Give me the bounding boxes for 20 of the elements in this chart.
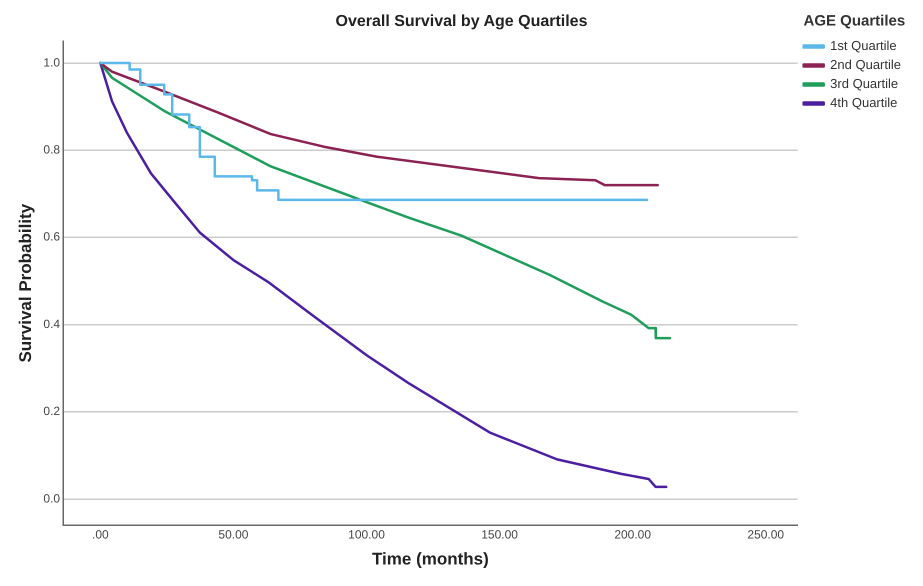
y-tick-label: 0.4 (43, 316, 60, 331)
legend-title: AGE Quartiles (803, 12, 906, 30)
x-tick-label: 100.00 (348, 528, 386, 542)
legend-label: 2nd Quartile (830, 57, 902, 72)
legend-label: 1st Quartile (830, 38, 897, 54)
x-tick-label: 250.00 (747, 528, 784, 542)
y-tick-label: 0.0 (43, 491, 60, 506)
legend-label: 3rd Quartile (830, 76, 898, 92)
y-tick-label: 0.2 (43, 404, 60, 418)
x-axis-title: Time (months) (372, 549, 489, 568)
legend-label: 4th Quartile (830, 95, 898, 110)
x-tick-label: 200.00 (614, 528, 652, 542)
x-tick-label: 50.00 (218, 528, 249, 542)
y-tick-label: 0.6 (43, 230, 60, 244)
x-tick-label: .00 (92, 528, 110, 542)
y-axis-title: Survival Probability (16, 203, 35, 363)
y-tick-label: 0.8 (43, 142, 60, 157)
x-tick-label: 150.00 (481, 528, 518, 542)
y-tick-label: 1.0 (43, 55, 60, 70)
chart-title: Overall Survival by Age Quartiles (336, 13, 588, 30)
